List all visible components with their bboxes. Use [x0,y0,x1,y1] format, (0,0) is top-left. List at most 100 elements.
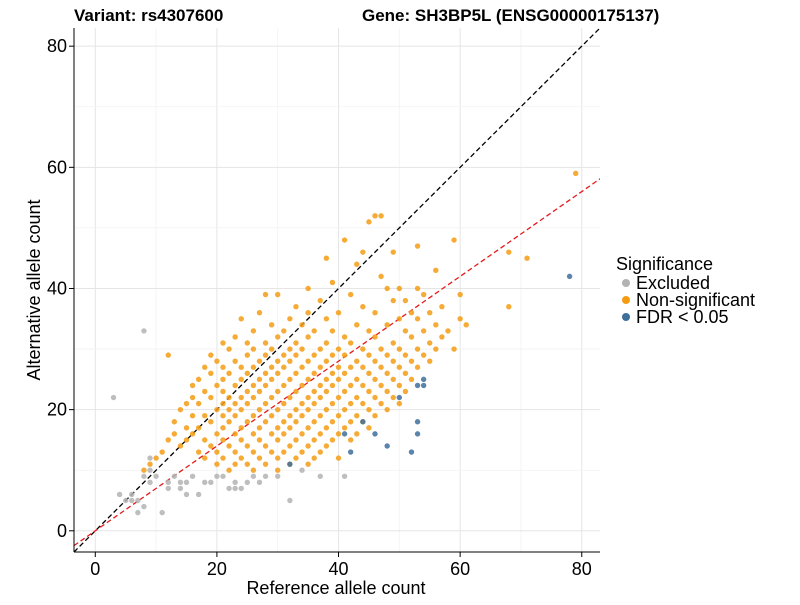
data-point-non-significant [208,370,214,376]
data-point-non-significant [360,400,366,407]
data-point-non-significant [408,376,415,383]
data-point-non-significant [390,376,396,383]
data-point-excluded [116,491,123,498]
data-point-non-significant [299,412,305,419]
data-point-non-significant [323,255,330,261]
data-point-non-significant [360,346,366,352]
data-point-non-significant [305,425,311,431]
data-point-excluded [165,479,171,486]
data-point-non-significant [305,285,311,292]
data-point-non-significant [329,352,336,358]
data-point-non-significant [250,431,257,437]
data-point-non-significant [232,358,238,364]
data-point-excluded [141,503,147,510]
data-point-non-significant [305,334,311,340]
data-point-non-significant [244,352,251,358]
data-point-non-significant [159,449,165,455]
data-point-non-significant [250,382,257,389]
data-point-non-significant [202,364,208,370]
data-point-non-significant [208,394,214,401]
data-point-non-significant [366,352,372,358]
data-point-non-significant [275,467,281,473]
data-point-non-significant [238,455,244,461]
data-point-fdr-0-05 [396,394,403,401]
data-point-non-significant [202,437,208,443]
data-point-non-significant [335,431,342,437]
data-point-non-significant [250,346,257,352]
data-point-non-significant [183,425,190,431]
data-point-non-significant [524,255,530,261]
data-point-non-significant [323,316,330,322]
legend-label-excluded: Excluded [636,273,710,293]
chart-title-variant: Variant: rs4307600 [74,6,223,25]
data-point-non-significant [208,419,214,425]
reference-lines [74,28,600,552]
data-point-non-significant [341,406,348,413]
data-point-non-significant [305,376,311,383]
data-point-non-significant [366,370,372,376]
data-point-non-significant [171,419,178,425]
data-point-non-significant [287,346,293,352]
data-point-non-significant [220,455,226,461]
data-point-excluded [250,473,257,479]
data-point-non-significant [433,322,439,328]
data-point-non-significant [335,346,342,352]
data-point-non-significant [390,340,396,346]
data-point-non-significant [354,394,360,401]
data-point-excluded [202,479,208,486]
data-point-non-significant [372,334,378,340]
data-point-non-significant [317,364,323,370]
data-point-excluded [183,479,190,486]
reference-line-identity [74,28,600,552]
data-point-non-significant [390,249,396,255]
x-tick-label: 0 [90,559,100,579]
data-point-non-significant [262,461,269,467]
data-point-non-significant [354,322,360,328]
data-point-non-significant [293,370,299,376]
data-point-non-significant [275,370,281,376]
data-point-non-significant [323,425,330,431]
data-point-non-significant [317,431,323,437]
data-point-non-significant [311,352,317,358]
data-point-non-significant [299,322,305,328]
data-point-non-significant [384,370,390,376]
data-point-excluded [129,491,135,498]
data-point-excluded [165,485,171,492]
data-point-excluded [183,491,190,498]
data-point-excluded [122,497,129,504]
data-point-non-significant [262,382,269,389]
data-point-non-significant [226,419,232,425]
x-tick-label: 20 [207,559,227,579]
data-point-non-significant [250,449,257,455]
data-point-non-significant [414,316,421,322]
data-point-non-significant [457,291,463,298]
data-point-non-significant [572,170,579,177]
data-point-fdr-0-05 [360,419,366,425]
data-point-non-significant [329,370,336,376]
data-point-non-significant [360,249,366,255]
data-point-excluded [208,479,214,486]
data-point-non-significant [275,358,281,364]
data-point-non-significant [311,400,317,407]
y-tick-label: 60 [47,157,67,177]
data-point-non-significant [378,400,384,407]
data-point-non-significant [293,419,299,425]
data-point-non-significant [189,431,196,437]
data-point-non-significant [402,352,409,358]
data-point-non-significant [414,364,421,370]
data-point-non-significant [390,358,396,364]
data-point-non-significant [506,303,512,310]
data-point-non-significant [214,461,220,467]
data-point-non-significant [408,334,415,340]
legend-key-excluded [622,279,630,287]
data-point-non-significant [323,358,330,364]
data-point-non-significant [366,219,372,225]
data-point-non-significant [366,328,372,334]
grid-lines [74,28,600,552]
data-point-non-significant [293,352,299,358]
data-point-non-significant [226,370,232,376]
data-point-non-significant [311,370,317,376]
data-point-non-significant [202,455,208,461]
data-point-non-significant [262,291,269,298]
data-point-non-significant [396,285,403,292]
